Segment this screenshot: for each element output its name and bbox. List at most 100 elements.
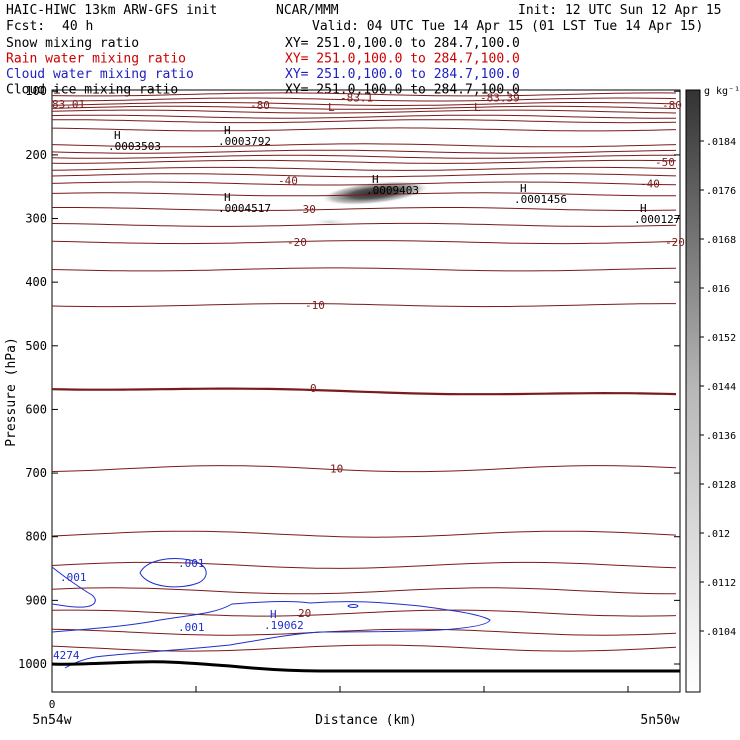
colorbar-tick-label: .0184 bbox=[706, 137, 736, 148]
temperature-contour-line bbox=[51, 644, 677, 652]
temperature-contour-label: 10 bbox=[330, 463, 343, 476]
legend-field-name: Cloud water mixing ratio bbox=[6, 67, 194, 82]
temperature-contour-line bbox=[51, 181, 677, 186]
temperature-contour-line bbox=[51, 240, 677, 245]
temperature-contour-label: -20 bbox=[287, 236, 307, 249]
temperature-contour-line bbox=[51, 609, 677, 617]
extremum-value: .0009403 bbox=[366, 184, 419, 197]
y-tick-label: 500 bbox=[25, 339, 47, 353]
temperature-contour-line bbox=[51, 192, 676, 197]
x-start-label: 5n54w bbox=[32, 713, 71, 728]
extremum-marker: H bbox=[640, 202, 647, 215]
temperature-contour-label: -83.1 bbox=[340, 92, 373, 105]
colorbar-tick-label: .0168 bbox=[706, 235, 736, 246]
y-tick-label: 1000 bbox=[18, 657, 47, 671]
cloud-water-contour-4 bbox=[347, 604, 359, 608]
extremum-marker: H bbox=[224, 191, 231, 204]
cloud-water-label: .001 bbox=[60, 571, 87, 584]
temperature-contour-label: -30 bbox=[296, 203, 316, 216]
y-tick-label: 300 bbox=[25, 212, 47, 226]
fcst-value: 40 h bbox=[62, 19, 93, 34]
extremum-value: .0001456 bbox=[514, 193, 567, 206]
cloud-water-label: .001 bbox=[178, 557, 205, 570]
legend-field-name: Rain water mixing ratio bbox=[6, 52, 186, 67]
temperature-contour-line bbox=[51, 102, 677, 106]
y-tick-label: 600 bbox=[25, 402, 47, 416]
legend-field-xy: XY= 251.0,100.0 to 284.7,100.0 bbox=[285, 67, 520, 82]
cloud-water-contour-3 bbox=[51, 600, 491, 669]
legend-field-name: Snow mixing ratio bbox=[6, 36, 139, 51]
temperature-contour-line bbox=[51, 561, 677, 569]
y-axis-title: Pressure (hPa) bbox=[4, 337, 19, 447]
temperature-contour-line bbox=[51, 173, 677, 178]
temperature-contour-label: -20 bbox=[665, 236, 685, 249]
temperature-contours bbox=[51, 92, 677, 652]
cloud-water-contour-1 bbox=[51, 566, 96, 608]
temperature-contour-line bbox=[51, 149, 677, 154]
org-label: NCAR/MMM bbox=[276, 3, 339, 18]
fcst-label: Fcst: bbox=[6, 19, 45, 34]
y-tick-label: 800 bbox=[25, 530, 47, 544]
y-tick-label: 700 bbox=[25, 466, 47, 480]
temperature-contour-line bbox=[51, 530, 677, 538]
temperature-contour-line bbox=[52, 207, 677, 212]
x-axis-title: Distance (km) bbox=[315, 713, 417, 728]
extremum-value: .0004517 bbox=[218, 202, 271, 215]
x-tick-label: 0 bbox=[49, 698, 56, 711]
extremum-marker: L bbox=[328, 101, 335, 114]
x-end-label: 5n50w bbox=[640, 713, 679, 728]
extremum-marker: L bbox=[474, 101, 481, 114]
temperature-contour-line bbox=[51, 109, 677, 114]
x-axis: 0 bbox=[49, 686, 629, 711]
colorbar-tick-label: .0152 bbox=[706, 333, 736, 344]
colorbar bbox=[685, 89, 701, 693]
field-legend: Snow mixing ratio XY= 251.0,100.0 to 284.… bbox=[6, 36, 520, 98]
temperature-contour-line bbox=[51, 267, 677, 272]
temperature-contour-label: -80 bbox=[250, 99, 270, 112]
colorbar-tick-label: .0136 bbox=[706, 431, 736, 442]
temperature-contour-label: -40 bbox=[640, 178, 660, 191]
temperature-contour-line bbox=[52, 97, 677, 102]
legend-field-xy: XY= 251.0,100.0 to 284.7,100.0 bbox=[285, 36, 520, 51]
y-tick-label: 100 bbox=[25, 84, 47, 98]
extremum-value: .0003503 bbox=[108, 140, 161, 153]
cloud-water-contour-2 bbox=[139, 558, 207, 588]
y-tick-label: 900 bbox=[25, 593, 47, 607]
extremum-marker: H bbox=[520, 182, 527, 195]
init-time: Init: 12 UTC Sun 12 Apr 15 bbox=[518, 3, 722, 18]
temperature-contour-line bbox=[51, 166, 677, 171]
temperature-contour-line bbox=[52, 119, 677, 124]
temperature-contour-line bbox=[51, 159, 677, 164]
valid-time: Valid: 04 UTC Tue 14 Apr 15 (01 LST Tue … bbox=[312, 19, 703, 34]
temperature-contour-line bbox=[51, 628, 677, 636]
temperature-contour-line bbox=[51, 92, 677, 97]
temperature-contour-line bbox=[51, 465, 677, 473]
temperature-contour-label: -10 bbox=[305, 299, 325, 312]
extremum-value: .0003792 bbox=[218, 135, 271, 148]
temperature-contour-label: 20 bbox=[298, 607, 311, 620]
temperature-contour-line bbox=[51, 587, 677, 595]
colorbar-unit: g kg⁻¹ bbox=[704, 86, 740, 97]
temperature-contour-label: -83.39 bbox=[480, 92, 520, 105]
legend-field-xy: XY= 251.0,100.0 to 284.7,100.0 bbox=[285, 52, 520, 67]
temperature-contour-line bbox=[51, 127, 677, 132]
temperature-contour-line bbox=[51, 143, 677, 148]
temperature-contour-label: -40 bbox=[278, 174, 298, 187]
temperature-contour-line bbox=[51, 114, 676, 119]
extremum-value: .000127 bbox=[634, 213, 680, 226]
colorbar-tick-label: .0104 bbox=[706, 627, 736, 638]
extremum-marker: H bbox=[224, 124, 231, 137]
colorbar-tick-label: .016 bbox=[706, 284, 730, 295]
extremum-marker: H bbox=[372, 173, 379, 186]
temperature-contour-label: -80 bbox=[662, 99, 682, 112]
colorbar-tick-label: .012 bbox=[706, 529, 730, 540]
extremum-marker: H bbox=[114, 129, 121, 142]
model-title: HAIC-HIWC 13km ARW-GFS init bbox=[6, 3, 217, 18]
cloud-water-contours bbox=[51, 558, 491, 669]
temperature-contour-label: 83.01 bbox=[52, 98, 85, 111]
temperature-contour-line bbox=[51, 387, 677, 396]
y-tick-label: 200 bbox=[25, 148, 47, 162]
temperature-contour-line bbox=[51, 154, 676, 159]
